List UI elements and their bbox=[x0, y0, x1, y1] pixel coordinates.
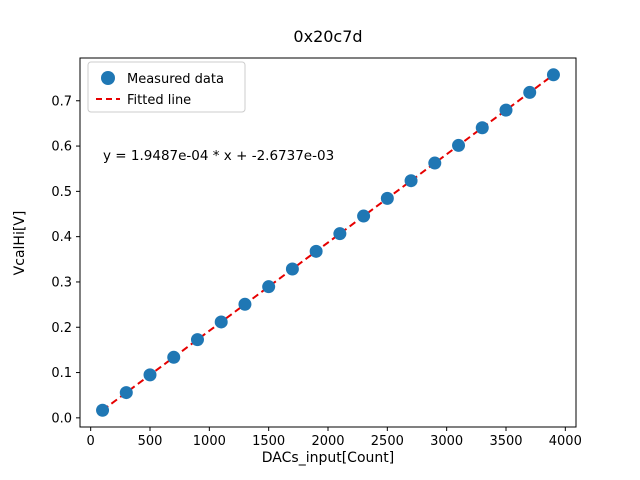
data-point bbox=[96, 403, 110, 417]
chart-title: 0x20c7d bbox=[293, 27, 362, 46]
x-tick-label: 3000 bbox=[430, 434, 463, 449]
plot-area: 0 500 1000 1500 2000 2500 3000 3500 4000 0.0 0.1 0.… bbox=[51, 57, 582, 449]
data-point bbox=[190, 333, 204, 347]
data-point bbox=[309, 244, 323, 258]
data-point bbox=[475, 121, 489, 135]
y-tick-label: 0.0 bbox=[51, 411, 72, 426]
data-point bbox=[262, 280, 276, 294]
y-tick-label: 0.6 bbox=[51, 140, 72, 155]
x-tick-label: 1500 bbox=[252, 434, 285, 449]
data-point bbox=[523, 85, 537, 99]
y-tick-label: 0.4 bbox=[51, 230, 72, 245]
x-tick-label: 2500 bbox=[371, 434, 404, 449]
data-point bbox=[214, 315, 228, 329]
y-tick-label: 0.1 bbox=[51, 366, 72, 381]
data-point bbox=[380, 191, 394, 205]
data-point bbox=[143, 368, 157, 382]
data-point bbox=[357, 209, 371, 223]
data-point bbox=[285, 262, 299, 276]
data-point bbox=[167, 350, 181, 364]
x-tick-label: 0 bbox=[87, 434, 95, 449]
legend-measured-marker-icon bbox=[101, 71, 115, 85]
y-tick-label: 0.7 bbox=[51, 94, 72, 109]
x-tick-label: 3500 bbox=[489, 434, 522, 449]
data-point bbox=[499, 103, 513, 117]
data-point bbox=[238, 297, 252, 311]
y-tick-label: 0.5 bbox=[51, 185, 72, 200]
x-tick-label: 4000 bbox=[549, 434, 582, 449]
legend-box bbox=[87, 61, 246, 113]
x-tick-label: 2000 bbox=[311, 434, 344, 449]
data-point bbox=[119, 386, 133, 400]
data-point bbox=[452, 138, 466, 152]
fit-equation-annotation: y = 1.9487e-04 * x + -2.6737e-03 bbox=[103, 148, 334, 164]
x-tick-label: 1000 bbox=[193, 434, 226, 449]
y-tick-label: 0.3 bbox=[51, 275, 72, 290]
legend: Measured data Fitted line bbox=[87, 61, 246, 113]
data-point bbox=[428, 156, 442, 170]
x-axis-label: DACs_input[Count] bbox=[262, 450, 394, 466]
legend-label-measured: Measured data bbox=[127, 72, 224, 87]
y-axis-label: VcalHi[V] bbox=[12, 211, 28, 276]
data-point bbox=[546, 68, 560, 82]
data-point bbox=[333, 227, 347, 241]
x-tick-label: 500 bbox=[138, 434, 163, 449]
legend-label-fitted: Fitted line bbox=[127, 93, 191, 108]
axes-spines bbox=[79, 57, 577, 428]
y-tick-label: 0.2 bbox=[51, 321, 72, 336]
data-point bbox=[404, 174, 418, 188]
